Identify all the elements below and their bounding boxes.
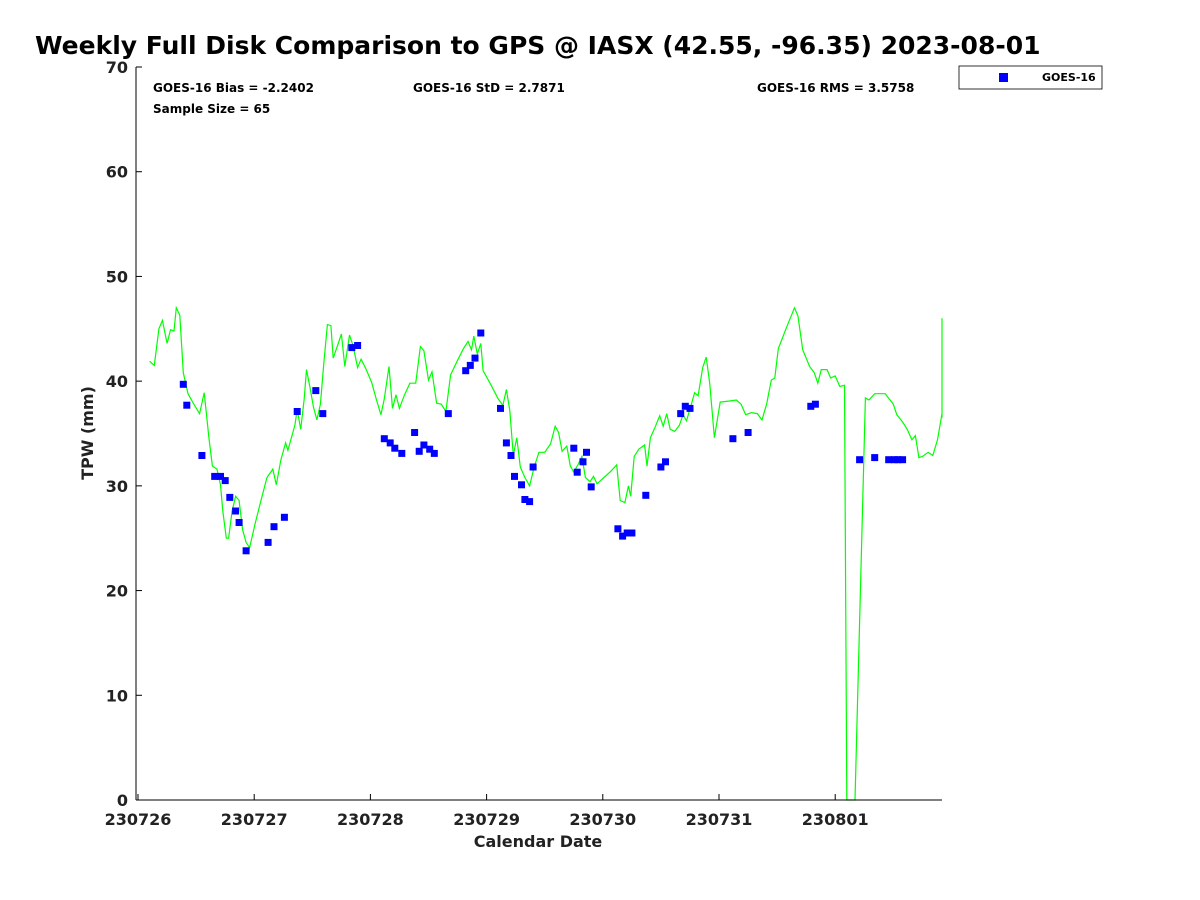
- goes-data-point: [391, 444, 399, 452]
- stat-std: GOES-16 StD = 2.7871: [413, 81, 565, 95]
- x-tick-label: 230726: [105, 810, 172, 829]
- goes-data-point: [511, 472, 518, 480]
- goes-data-point: [583, 448, 590, 456]
- goes-data-point: [221, 477, 229, 485]
- goes-data-point: [507, 452, 515, 459]
- goes-data-point: [628, 529, 636, 537]
- goes-data-point: [415, 447, 423, 455]
- goes-data-point: [319, 410, 327, 418]
- goes-data-point: [348, 344, 356, 352]
- goes-data-point: [570, 444, 578, 452]
- goes-data-point: [462, 367, 470, 375]
- y-ticks: 0 10 20 30 40 50 60 70: [106, 58, 142, 810]
- y-tick-label: 30: [106, 477, 128, 496]
- goes-data-point: [354, 342, 362, 349]
- goes-data-point: [807, 402, 815, 410]
- goes-data-point: [662, 458, 669, 466]
- legend-box: [958, 65, 1103, 90]
- goes-data-point: [502, 439, 510, 447]
- y-tick-label: 40: [106, 372, 128, 391]
- goes-data-point: [573, 468, 581, 476]
- goes-data-point: [471, 354, 479, 362]
- goes-data-point: [497, 404, 504, 412]
- goes-data-point: [426, 445, 434, 453]
- axes: 0 10 20 30 40 50 60 70 230726 230727 230728 230729…: [105, 58, 942, 829]
- x-tick-label: 230729: [453, 810, 520, 829]
- x-tick-label: 230727: [221, 810, 288, 829]
- goes-data-point: [614, 525, 622, 533]
- y-axis-label: TPW (mm): [78, 386, 97, 480]
- goes-data-point: [657, 463, 665, 471]
- y-tick-label: 20: [106, 582, 128, 601]
- y-tick-label: 60: [106, 163, 128, 182]
- goes-data-point: [264, 538, 272, 546]
- chart-title: Weekly Full Disk Comparison to GPS @ IAS…: [35, 31, 1041, 60]
- goes-data-point: [729, 435, 737, 443]
- goes-data-point: [871, 454, 879, 462]
- goes-data-point: [398, 449, 406, 457]
- goes-data-point: [811, 400, 819, 408]
- goes-data-point: [899, 456, 907, 464]
- gps-series-line: [149, 305, 943, 801]
- goes-data-point: [270, 523, 278, 531]
- goes-data-point: [885, 456, 893, 464]
- x-tick-label: 230730: [569, 810, 636, 829]
- goes-data-point: [466, 361, 474, 369]
- x-axis-label: Calendar Date: [474, 832, 603, 851]
- stat-rms: GOES-16 RMS = 3.5758: [757, 81, 914, 95]
- goes-data-point: [681, 402, 689, 410]
- goes-data-point: [686, 404, 694, 412]
- goes-data-point: [444, 410, 452, 418]
- goes-data-point: [293, 408, 301, 415]
- goes-data-point: [217, 472, 224, 480]
- goes-data-point: [518, 481, 525, 489]
- goes-data-point: [232, 507, 240, 515]
- goes-data-point: [894, 456, 902, 464]
- x-tick-label: 230801: [802, 810, 869, 829]
- y-tick-label: 10: [106, 686, 128, 705]
- y-tick-label: 0: [117, 791, 128, 810]
- stat-sample-size: Sample Size = 65: [153, 102, 270, 116]
- legend: GOES-16: [958, 65, 1103, 90]
- goes-data-point: [529, 463, 537, 471]
- goes-data-point: [198, 452, 206, 459]
- plot-area: [149, 305, 943, 801]
- legend-label-goes: GOES-16: [1042, 71, 1096, 84]
- goes-data-point: [642, 491, 650, 499]
- goes-data-point: [380, 435, 388, 443]
- x-ticks: 230726 230727 230728 230729 230730 230731 2308…: [105, 794, 869, 829]
- x-tick-label: 230728: [337, 810, 404, 829]
- goes-data-point: [386, 439, 394, 447]
- goes-data-point: [179, 380, 187, 388]
- goes-data-point: [744, 429, 752, 436]
- goes-data-point: [226, 493, 234, 501]
- goes-data-point: [235, 519, 243, 526]
- goes-data-point: [477, 329, 485, 337]
- y-tick-label: 50: [106, 267, 128, 286]
- goes-data-point: [619, 532, 627, 540]
- goes-data-point: [579, 458, 587, 466]
- goes-data-point: [526, 498, 534, 506]
- goes-data-point: [677, 410, 685, 418]
- x-tick-label: 230731: [686, 810, 753, 829]
- stat-bias: GOES-16 Bias = -2.2402: [153, 81, 314, 95]
- y-tick-label: 70: [106, 58, 128, 77]
- legend-square-icon: [999, 73, 1008, 82]
- goes-data-point: [521, 496, 529, 503]
- stats-block: GOES-16 Bias = -2.2402 GOES-16 StD = 2.7…: [153, 81, 914, 116]
- goes-data-point: [587, 483, 595, 491]
- goes-data-point: [623, 529, 631, 537]
- goes-data-point: [242, 547, 250, 555]
- goes-data-point: [183, 401, 191, 409]
- goes-data-point: [211, 472, 219, 480]
- goes-data-point: [420, 441, 428, 449]
- goes-data-point: [280, 513, 288, 521]
- goes-data-point: [312, 387, 320, 395]
- goes-data-point: [856, 456, 864, 464]
- goes-data-point: [411, 429, 419, 436]
- goes-series-points: [179, 329, 907, 555]
- goes-data-point: [430, 449, 438, 457]
